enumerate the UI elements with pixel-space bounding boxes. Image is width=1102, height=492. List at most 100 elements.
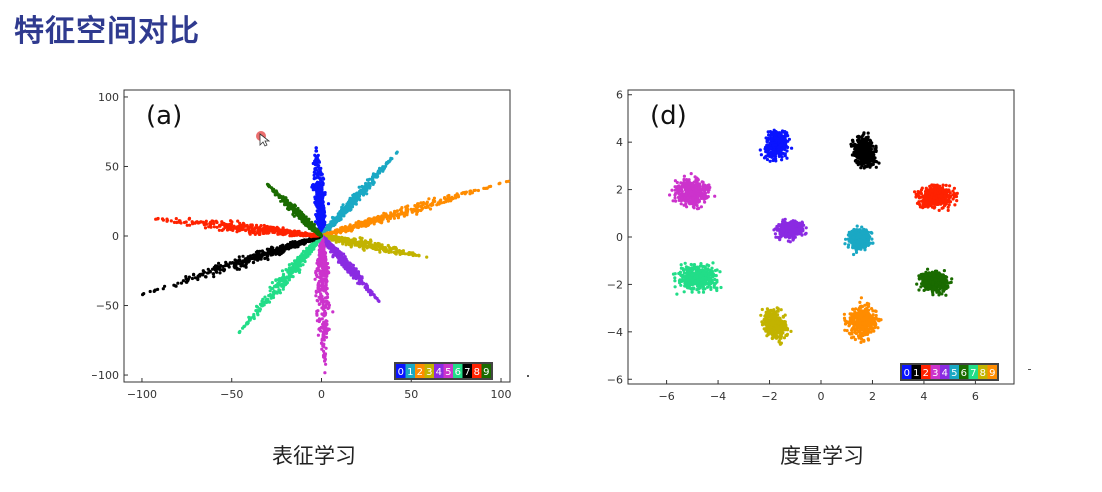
scatter-point bbox=[314, 149, 318, 153]
scatter-point bbox=[341, 210, 345, 214]
scatter-point bbox=[772, 133, 777, 137]
scatter-point bbox=[497, 182, 501, 186]
scatter-point bbox=[424, 202, 428, 206]
scatter-point bbox=[379, 221, 384, 225]
scatter-point bbox=[283, 202, 287, 206]
x-tick-label: 50 bbox=[404, 388, 418, 401]
scatter-point bbox=[231, 228, 235, 232]
scatter-point bbox=[395, 150, 399, 154]
scatter-point bbox=[365, 286, 370, 290]
scatter-point bbox=[317, 302, 321, 306]
scatter-point bbox=[774, 143, 778, 147]
scatter-point bbox=[397, 249, 401, 253]
scatter-point bbox=[208, 222, 212, 226]
scatter-point bbox=[283, 198, 287, 202]
scatter-point bbox=[314, 185, 318, 189]
scatter-point bbox=[370, 290, 374, 294]
scatter-point bbox=[318, 194, 322, 198]
scatter-point bbox=[365, 178, 370, 182]
plot-area bbox=[627, 89, 1015, 385]
scatter-point bbox=[777, 154, 781, 158]
scatter-point bbox=[343, 225, 347, 229]
scatter-point bbox=[244, 228, 248, 232]
scatter-point bbox=[386, 243, 390, 248]
scatter-point bbox=[270, 281, 274, 285]
scatter-point bbox=[387, 250, 391, 254]
x-tick-label: 0 bbox=[318, 388, 325, 401]
scatter-point bbox=[285, 268, 289, 272]
scatter-point bbox=[320, 185, 324, 189]
scatter-point bbox=[338, 229, 343, 233]
scatter-point bbox=[371, 177, 375, 181]
scatter-point bbox=[317, 214, 321, 218]
scatter-point bbox=[292, 207, 296, 211]
scatter-point bbox=[323, 289, 327, 293]
scatter-point bbox=[282, 230, 286, 234]
scatter-point bbox=[271, 293, 275, 297]
scatter-point bbox=[372, 245, 376, 249]
scatter-point bbox=[765, 157, 769, 162]
scatter-point bbox=[772, 153, 776, 157]
scatter-point bbox=[772, 129, 776, 133]
scatter-point bbox=[850, 138, 855, 142]
scatter-point bbox=[160, 217, 165, 221]
scatter-point bbox=[241, 254, 245, 258]
scatter-point bbox=[287, 246, 291, 250]
scatter-point bbox=[248, 318, 252, 322]
scatter-point bbox=[235, 230, 239, 234]
scatter-point bbox=[209, 225, 213, 229]
scatter-point bbox=[318, 187, 322, 192]
cluster-8 bbox=[154, 216, 323, 239]
scatter-point bbox=[321, 334, 325, 338]
scatter-point bbox=[321, 280, 325, 284]
scatter-point bbox=[368, 186, 372, 190]
scatter-point bbox=[322, 349, 326, 353]
panel-label: (a) bbox=[146, 101, 182, 131]
scatter-point bbox=[375, 244, 379, 248]
scatter-point bbox=[190, 220, 194, 224]
scatter-point bbox=[261, 297, 265, 301]
scatter-point bbox=[252, 312, 256, 317]
x-tick-label: −4 bbox=[710, 390, 726, 403]
scatter-point bbox=[785, 156, 789, 160]
scatter-point bbox=[367, 288, 371, 292]
scatter-point bbox=[322, 300, 326, 304]
scatter-point bbox=[349, 242, 353, 246]
scatter-point bbox=[181, 279, 185, 283]
scatter-point bbox=[401, 250, 405, 254]
scatter-point bbox=[278, 195, 282, 199]
scatter-point bbox=[319, 341, 324, 345]
scatter-point bbox=[373, 219, 377, 223]
scatter-point bbox=[318, 264, 322, 268]
scatter-point bbox=[318, 177, 322, 181]
scatter-point bbox=[265, 229, 269, 233]
scatter-point bbox=[294, 264, 299, 269]
scatter-point bbox=[320, 284, 324, 288]
scatter-point bbox=[340, 257, 344, 261]
y-tick-label: −6 bbox=[607, 373, 623, 386]
scatter-point bbox=[190, 276, 194, 281]
scatter-point bbox=[217, 228, 221, 232]
scatter-point bbox=[355, 243, 359, 247]
scatter-point bbox=[319, 173, 323, 177]
scatter-point bbox=[298, 232, 302, 236]
scatter-point bbox=[769, 146, 773, 150]
scatter-point bbox=[340, 208, 344, 212]
scatter-point bbox=[366, 241, 370, 245]
scatter-point bbox=[291, 268, 295, 272]
scatter-point bbox=[409, 207, 413, 211]
scatter-point bbox=[377, 243, 381, 247]
scatter-point bbox=[311, 188, 315, 192]
scatter-point bbox=[777, 145, 781, 149]
scatter-point bbox=[245, 322, 250, 326]
scatter-point bbox=[338, 211, 343, 215]
scatter-point bbox=[218, 265, 222, 269]
scatter-point bbox=[324, 258, 328, 262]
scatter-point bbox=[382, 215, 386, 219]
scatter-point bbox=[463, 190, 467, 195]
scatter-point bbox=[393, 209, 397, 213]
scatter-point bbox=[254, 309, 258, 313]
legend-swatch bbox=[396, 364, 406, 378]
scatter-point bbox=[319, 244, 323, 248]
scatter-point bbox=[303, 217, 308, 221]
